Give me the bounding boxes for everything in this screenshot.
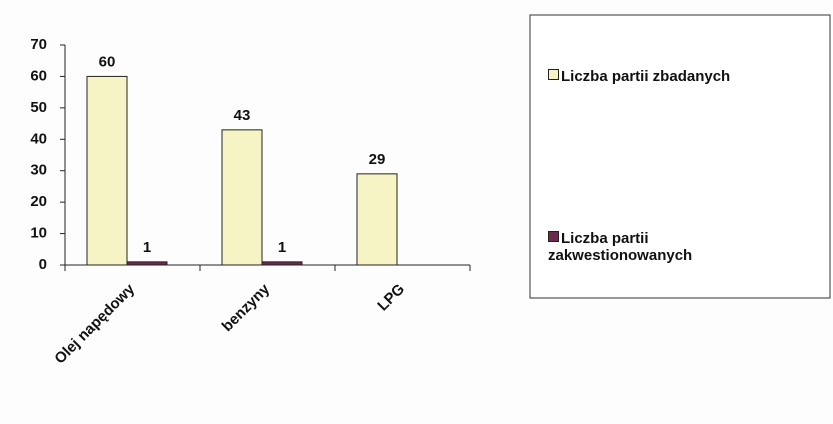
legend-box [529, 14, 831, 299]
y-tick-label: 50 [30, 99, 47, 116]
data-label: 43 [234, 107, 251, 124]
data-label: 29 [369, 151, 386, 168]
y-tick-label: 30 [30, 162, 47, 179]
y-tick-label: 70 [30, 36, 47, 53]
legend-label: Liczba partii zakwestionowanych [548, 230, 693, 264]
data-label: 1 [143, 239, 151, 256]
legend-entry: Liczba partii zbadanych [548, 68, 818, 85]
y-tick-label: 40 [30, 130, 47, 147]
y-tick-label: 60 [30, 67, 47, 84]
y-tick-label: 10 [30, 225, 47, 242]
bar [261, 261, 303, 266]
legend-swatch [548, 231, 559, 242]
bar [356, 173, 398, 266]
x-tick-label: benzyny [219, 280, 274, 335]
data-label: 60 [99, 53, 116, 70]
legend-swatch [548, 69, 559, 80]
data-label: 1 [278, 239, 286, 256]
x-tick-label: LPG [374, 281, 408, 315]
legend-label: Liczba partii zbadanych [561, 68, 731, 85]
bar [126, 261, 168, 266]
y-tick-label: 20 [30, 193, 47, 210]
x-tick-label: Olej napędowy [51, 280, 138, 367]
legend-entry: Liczba partii zakwestionowanych [548, 230, 718, 264]
bar [221, 129, 263, 266]
bar [86, 75, 128, 266]
y-tick-label: 0 [39, 256, 47, 273]
